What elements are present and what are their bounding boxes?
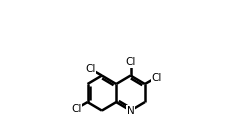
Text: Cl: Cl	[71, 104, 81, 114]
Text: Cl: Cl	[85, 64, 96, 74]
Text: Cl: Cl	[125, 57, 136, 67]
Text: N: N	[127, 106, 134, 116]
Text: Cl: Cl	[151, 72, 161, 83]
